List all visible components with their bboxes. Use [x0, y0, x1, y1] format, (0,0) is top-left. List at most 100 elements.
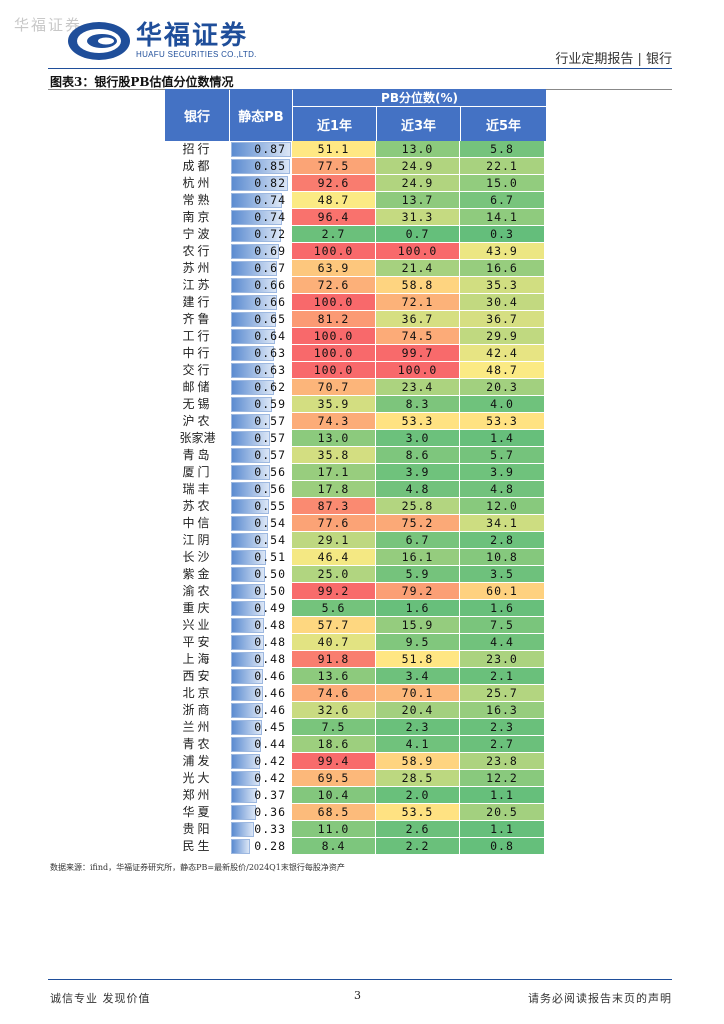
pb-cell: 0.54: [230, 532, 292, 549]
pct-5y: 36.7: [460, 311, 545, 328]
pct-5y: 15.0: [460, 175, 545, 192]
pct-3y: 23.4: [376, 379, 460, 396]
pb-value: 0.66: [254, 278, 286, 292]
pct-5y: 0.8: [460, 838, 545, 855]
pb-bar: [231, 635, 264, 650]
pct-5y: 53.3: [460, 413, 545, 430]
pct-3y: 3.4: [376, 668, 460, 685]
pct-5y: 2.3: [460, 719, 545, 736]
pct-3y: 51.8: [376, 651, 460, 668]
logo-cn-text: 华福证券: [136, 21, 249, 51]
pct-1y: 57.7: [292, 617, 376, 634]
table-row: 民生 0.28 8.4 2.2 0.8: [165, 838, 546, 855]
pb-bar: [231, 278, 277, 293]
table-row: 招行 0.87 51.1 13.0 5.8: [165, 141, 546, 158]
pb-cell: 0.74: [230, 192, 292, 209]
pct-1y: 5.6: [292, 600, 376, 617]
pb-value: 0.42: [254, 771, 286, 785]
table-row: 工行 0.64 100.0 74.5 29.9: [165, 328, 546, 345]
pct-3y: 13.7: [376, 192, 460, 209]
pb-cell: 0.50: [230, 566, 292, 583]
pct-5y: 48.7: [460, 362, 545, 379]
pct-1y: 17.1: [292, 464, 376, 481]
table-row: 邮储 0.62 70.7 23.4 20.3: [165, 379, 546, 396]
bank-name: 农行: [182, 244, 213, 258]
pb-bar: [231, 482, 270, 497]
pct-1y: 74.3: [292, 413, 376, 430]
bank-name: 郑州: [182, 788, 213, 802]
pb-value: 0.54: [254, 516, 286, 530]
pct-5y: 3.5: [460, 566, 545, 583]
pb-value: 0.48: [254, 635, 286, 649]
pct-1y: 100.0: [292, 328, 376, 345]
pct-5y: 16.6: [460, 260, 545, 277]
bank-name: 平安: [182, 635, 213, 649]
pb-bar: [231, 567, 265, 582]
bank-name: 渝农: [182, 584, 213, 598]
pb-cell: 0.67: [230, 260, 292, 277]
report-type: 行业定期报告 | 银行: [555, 52, 672, 67]
footer-disclaimer: 请务必阅读报告末页的声明: [528, 992, 672, 1005]
table-row: 浙商 0.46 32.6 20.4 16.3: [165, 702, 546, 719]
pb-cell: 0.56: [230, 481, 292, 498]
pb-bar: [231, 346, 274, 361]
table-row: 青农 0.44 18.6 4.1 2.7: [165, 736, 546, 753]
table-body: 招行 0.87 51.1 13.0 5.8 成都 0.85 77.5 24.9 22.1 杭州 0.8…: [165, 141, 546, 855]
pct-1y: 69.5: [292, 770, 376, 787]
pct-5y: 20.3: [460, 379, 545, 396]
table-row: 齐鲁 0.65 81.2 36.7 36.7: [165, 311, 546, 328]
pct-5y: 10.8: [460, 549, 545, 566]
table-row: 江苏 0.66 72.6 58.8 35.3: [165, 277, 546, 294]
table-row: 渝农 0.50 99.2 79.2 60.1: [165, 583, 546, 600]
bank-name: 齐鲁: [182, 312, 213, 326]
table-row: 贵阳 0.33 11.0 2.6 1.1: [165, 821, 546, 838]
table-row: 光大 0.42 69.5 28.5 12.2: [165, 770, 546, 787]
pb-value: 0.64: [254, 329, 286, 343]
pct-3y: 16.1: [376, 549, 460, 566]
pb-cell: 0.42: [230, 753, 292, 770]
pct-1y: 48.7: [292, 192, 376, 209]
pb-value: 0.46: [254, 669, 286, 683]
pb-value: 0.59: [254, 397, 286, 411]
bank-name: 上海: [182, 652, 213, 666]
pct-3y: 13.0: [376, 141, 460, 158]
pb-value: 0.46: [254, 703, 286, 717]
pb-value: 0.36: [254, 805, 286, 819]
table-row: 杭州 0.82 92.6 24.9 15.0: [165, 175, 546, 192]
pb-cell: 0.50: [230, 583, 292, 600]
pct-1y: 100.0: [292, 294, 376, 311]
pb-value: 0.44: [254, 737, 286, 751]
table-row: 郑州 0.37 10.4 2.0 1.1: [165, 787, 546, 804]
bank-name: 建行: [182, 295, 213, 309]
pb-cell: 0.51: [230, 549, 292, 566]
bank-name: 常熟: [182, 193, 213, 207]
pb-value: 0.50: [254, 567, 286, 581]
header-3y: 近3年: [377, 107, 460, 141]
pct-3y: 2.0: [376, 787, 460, 804]
table-row: 南京 0.74 96.4 31.3 14.1: [165, 209, 546, 226]
pct-1y: 25.0: [292, 566, 376, 583]
bank-name: 邮储: [182, 380, 213, 394]
pct-3y: 75.2: [376, 515, 460, 532]
pb-cell: 0.46: [230, 685, 292, 702]
pb-value: 0.57: [254, 431, 286, 445]
pb-bar: [231, 686, 263, 701]
table-row: 厦门 0.56 17.1 3.9 3.9: [165, 464, 546, 481]
pb-bar: [231, 448, 270, 463]
pct-1y: 18.6: [292, 736, 376, 753]
bank-name: 沪农: [182, 414, 213, 428]
pb-value: 0.87: [254, 142, 286, 156]
pb-bar: [231, 499, 269, 514]
pct-1y: 96.4: [292, 209, 376, 226]
pct-5y: 2.1: [460, 668, 545, 685]
pct-5y: 4.0: [460, 396, 545, 413]
pb-bar: [231, 720, 262, 735]
pb-bar: [231, 584, 265, 599]
pct-1y: 63.9: [292, 260, 376, 277]
pb-cell: 0.48: [230, 651, 292, 668]
table-row: 中行 0.63 100.0 99.7 42.4: [165, 345, 546, 362]
watermark: 华福证券: [14, 16, 83, 34]
page-number: 3: [354, 989, 361, 1002]
pct-3y: 2.3: [376, 719, 460, 736]
pb-bar: [231, 414, 270, 429]
